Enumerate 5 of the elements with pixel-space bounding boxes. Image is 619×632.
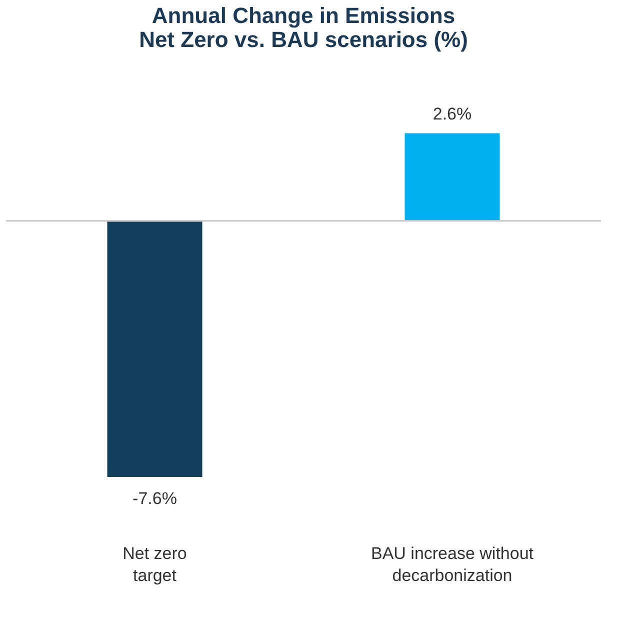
data-label: 2.6% [432, 104, 472, 124]
chart-title: Annual Change in Emissions Net Zero vs. BAU scenarios (%) [139, 3, 468, 52]
x-tick-label: Net zero target [122, 544, 187, 585]
x-tick-label: BAU increase without decarbonization [370, 544, 534, 585]
data-label: -7.6% [132, 489, 177, 508]
